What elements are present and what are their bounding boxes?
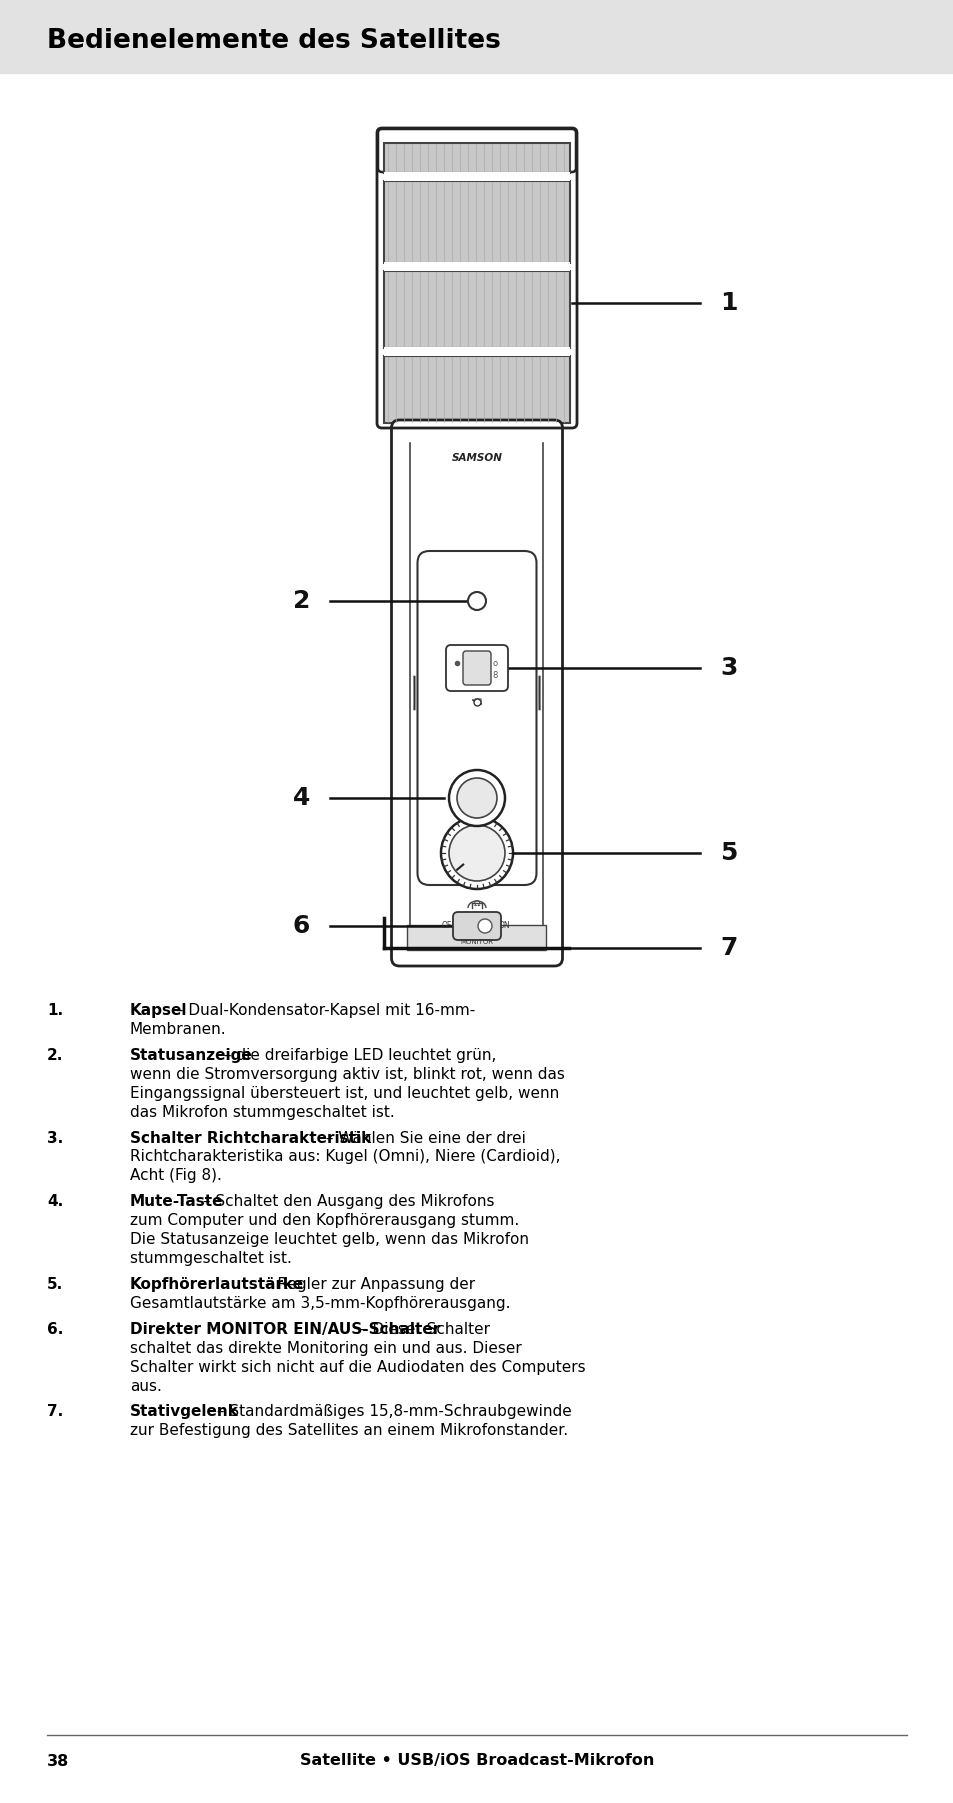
Text: 7.: 7. (47, 1405, 63, 1419)
Bar (384, 180, 569, 263)
Text: Acht (Fig 8).: Acht (Fig 8). (130, 1168, 222, 1183)
Text: Direkter MONITOR EIN/AUS-Schalter: Direkter MONITOR EIN/AUS-Schalter (130, 1322, 439, 1336)
Text: ✉: ✉ (473, 698, 480, 707)
Text: wenn die Stromversorgung aktiv ist, blinkt rot, wenn das: wenn die Stromversorgung aktiv ist, blin… (130, 1067, 564, 1082)
Circle shape (449, 826, 504, 882)
Text: Eingangssignal übersteuert ist, und leuchtet gelb, wenn: Eingangssignal übersteuert ist, und leuc… (130, 1085, 558, 1100)
FancyBboxPatch shape (446, 645, 507, 691)
Text: das Mikrofon stummgeschaltet ist.: das Mikrofon stummgeschaltet ist. (130, 1105, 395, 1120)
Text: o: o (492, 658, 497, 667)
Text: SAMSON: SAMSON (451, 453, 502, 463)
Text: Mute-Taste: Mute-Taste (130, 1194, 223, 1210)
Text: Satellite • USB/iOS Broadcast-Mikrofon: Satellite • USB/iOS Broadcast-Mikrofon (299, 1754, 654, 1769)
Circle shape (468, 591, 485, 609)
Text: ON: ON (497, 921, 509, 930)
FancyBboxPatch shape (417, 552, 536, 885)
Text: Kopfhörerlautstärke: Kopfhörerlautstärke (130, 1277, 304, 1293)
Text: 7: 7 (720, 936, 737, 959)
Text: – Wählen Sie eine der drei: – Wählen Sie eine der drei (320, 1130, 525, 1145)
Text: – die dreifarbige LED leuchtet grün,: – die dreifarbige LED leuchtet grün, (218, 1048, 496, 1062)
Text: 3.: 3. (47, 1130, 63, 1145)
Text: Stativgelenk: Stativgelenk (130, 1405, 238, 1419)
Text: Statusanzeige: Statusanzeige (130, 1048, 253, 1062)
Bar (384, 261, 569, 270)
Bar (384, 346, 569, 355)
Circle shape (440, 817, 513, 889)
FancyBboxPatch shape (391, 420, 562, 966)
Text: – Dieser Schalter: – Dieser Schalter (355, 1322, 490, 1336)
Circle shape (456, 779, 497, 819)
Text: – Regler zur Anpassung der: – Regler zur Anpassung der (259, 1277, 475, 1293)
Text: aus.: aus. (130, 1379, 162, 1394)
Text: 2: 2 (293, 590, 310, 613)
Text: stummgeschaltet ist.: stummgeschaltet ist. (130, 1251, 292, 1266)
Text: MONITOR: MONITOR (460, 939, 493, 945)
FancyBboxPatch shape (462, 651, 491, 685)
Bar (384, 270, 569, 348)
Bar (407, 925, 546, 950)
Text: 8: 8 (492, 671, 497, 680)
Text: schaltet das direkte Monitoring ein und aus. Dieser: schaltet das direkte Monitoring ein und … (130, 1341, 521, 1356)
Text: zur Befestigung des Satellites an einem Mikrofonstander.: zur Befestigung des Satellites an einem … (130, 1423, 568, 1439)
Text: zum Computer und den Kopfhörerausgang stumm.: zum Computer und den Kopfhörerausgang st… (130, 1213, 518, 1228)
Text: – Standardmäßiges 15,8-mm-Schraubgewinde: – Standardmäßiges 15,8-mm-Schraubgewinde (212, 1405, 571, 1419)
Text: Membranen.: Membranen. (130, 1022, 227, 1037)
Text: – Dual-Kondensator-Kapsel mit 16-mm-: – Dual-Kondensator-Kapsel mit 16-mm- (171, 1002, 475, 1019)
Text: 38: 38 (47, 1754, 70, 1769)
Bar (384, 171, 569, 180)
Circle shape (449, 770, 504, 826)
Text: 5: 5 (720, 840, 737, 865)
Text: Kapsel: Kapsel (130, 1002, 188, 1019)
Text: Richtcharakteristika aus: Kugel (Omni), Niere (Cardioid),: Richtcharakteristika aus: Kugel (Omni), … (130, 1150, 560, 1165)
Text: 5.: 5. (47, 1277, 63, 1293)
Text: Schalter wirkt sich nicht auf die Audiodaten des Computers: Schalter wirkt sich nicht auf die Audiod… (130, 1359, 585, 1374)
Bar (384, 142, 569, 173)
Text: 1: 1 (720, 290, 737, 316)
Text: Bedienelemente des Satellites: Bedienelemente des Satellites (47, 29, 500, 54)
Text: 4: 4 (293, 786, 310, 810)
Text: 4.: 4. (47, 1194, 63, 1210)
Text: 6: 6 (293, 914, 310, 938)
Circle shape (477, 920, 492, 932)
Text: 6.: 6. (47, 1322, 63, 1336)
Text: Schalter Richtcharakteristik: Schalter Richtcharakteristik (130, 1130, 371, 1145)
Text: 2.: 2. (47, 1048, 63, 1062)
Bar (384, 355, 569, 424)
Bar (0, 0, 953, 72)
Text: Ω: Ω (474, 898, 479, 907)
FancyBboxPatch shape (377, 130, 576, 171)
FancyBboxPatch shape (453, 912, 500, 939)
Text: 1.: 1. (47, 1002, 63, 1019)
Text: – Schaltet den Ausgang des Mikrofons: – Schaltet den Ausgang des Mikrofons (198, 1194, 495, 1210)
Text: OFF: OFF (441, 921, 456, 930)
Text: Die Statusanzeige leuchtet gelb, wenn das Mikrofon: Die Statusanzeige leuchtet gelb, wenn da… (130, 1231, 529, 1248)
Text: 3: 3 (720, 656, 737, 680)
Text: Gesamtlautstärke am 3,5-mm-Kopfhörerausgang.: Gesamtlautstärke am 3,5-mm-Kopfhörerausg… (130, 1296, 510, 1311)
